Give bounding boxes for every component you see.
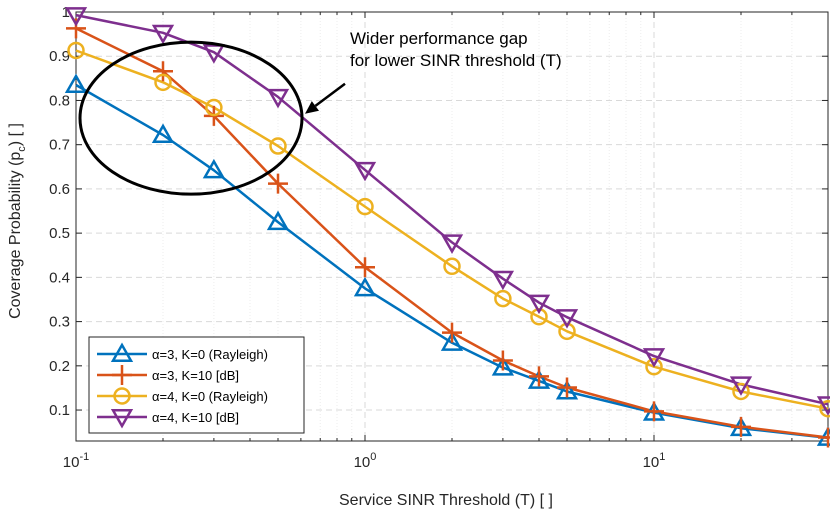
series-1-point <box>731 416 752 437</box>
y-axis-label-main: Coverage Probability (p <box>7 152 24 319</box>
series-0-point <box>353 276 377 297</box>
y-tick-label: 0.8 <box>49 92 70 109</box>
annotation-ellipse <box>78 40 304 196</box>
annotation-arrow <box>314 82 346 107</box>
series-2-point <box>494 289 512 308</box>
series-0-point <box>64 73 88 93</box>
series-0-point <box>491 356 515 376</box>
legend-marker-0 <box>110 342 134 362</box>
series-1-point <box>644 401 665 422</box>
series-3-point <box>816 396 830 416</box>
y-tick-label: 0.1 <box>49 402 70 419</box>
legend-label-3: α=4, K=10 [dB] <box>152 410 239 425</box>
series-0-point <box>151 123 175 143</box>
legend-marker-1 <box>112 365 132 385</box>
series-2-point <box>154 73 172 92</box>
series-3-point <box>151 24 175 45</box>
series-2-point <box>732 382 750 401</box>
y-tick-label: 0.9 <box>49 48 70 65</box>
series-1-point <box>818 427 830 448</box>
series-1-point <box>557 377 578 398</box>
annotation-arrowhead <box>305 101 320 114</box>
series-0-point <box>527 369 551 389</box>
series-1-point <box>492 350 513 371</box>
x-axis-label: Service SINR Threshold (T) [ ] <box>339 492 553 509</box>
series-3-point <box>64 7 88 27</box>
y-tick-label: 0.4 <box>49 269 70 286</box>
y-tick-label: 0.2 <box>49 358 70 375</box>
series-0-point <box>266 210 290 231</box>
y-tick-label: 0.3 <box>49 314 70 331</box>
y-axis-label-end: ) [ ] <box>7 123 24 146</box>
legend-samples <box>97 342 147 429</box>
series-0-point <box>202 158 226 179</box>
legend-marker-2 <box>113 387 131 405</box>
series-2-point <box>819 399 830 418</box>
series-2-point <box>443 257 461 276</box>
series-3-point <box>491 270 515 291</box>
series-line-2 <box>75 49 829 410</box>
series-2-point <box>356 197 374 216</box>
series-3-point <box>202 44 226 64</box>
x-tick-label: 10-1 <box>63 451 89 471</box>
series-lines <box>75 13 829 440</box>
series-2-point <box>269 137 287 155</box>
legend-label-1: α=3, K=10 [dB] <box>152 368 239 383</box>
y-tick-label: 0.5 <box>49 225 70 242</box>
series-3-point <box>440 234 464 254</box>
y-axis-label: Coverage Probability (pc) [ ] <box>7 123 28 319</box>
annotation-line-2: for lower SINR threshold (T) <box>350 51 562 70</box>
series-1-point <box>442 322 462 343</box>
legend-label-2: α=4, K=0 (Rayleigh) <box>152 389 268 404</box>
series-0-point <box>555 379 579 400</box>
y-tick-label: 0.7 <box>49 137 70 154</box>
series-2-point <box>645 357 663 376</box>
annotation-line-1: Wider performance gap <box>350 29 528 48</box>
axis-ticks: 0.1 0.2 0.3 0.4 0.5 0.6 0.7 0.8 0.9 1 10-1 100 101 <box>49 4 829 471</box>
series-3-point <box>729 376 753 396</box>
series-1-point <box>528 366 549 387</box>
series-3-point <box>266 88 290 109</box>
series-1-point <box>268 173 289 194</box>
x-tick-label: 101 <box>643 451 666 471</box>
series-3-point <box>642 348 666 368</box>
y-axis-label-subscript: c <box>16 146 28 152</box>
legend: α=3, K=0 (Rayleigh) α=3, K=10 [dB] α=4, … <box>88 336 305 434</box>
series-3-point <box>527 294 551 315</box>
series-markers <box>64 7 830 448</box>
y-tick-label: 0.6 <box>49 181 70 198</box>
series-3-point <box>353 161 377 182</box>
series-1-point <box>355 257 376 278</box>
series-line-0 <box>75 83 829 440</box>
y-tick-label: 1 <box>62 4 70 21</box>
legend-label-0: α=3, K=0 (Rayleigh) <box>152 347 268 362</box>
series-line-3 <box>75 13 829 406</box>
series-3-point <box>555 309 579 329</box>
series-2-point <box>205 98 223 117</box>
series-0-point <box>440 331 464 351</box>
series-2-point <box>67 41 85 60</box>
x-tick-label: 100 <box>354 451 377 471</box>
legend-marker-3 <box>110 409 134 429</box>
series-1-point <box>152 61 173 82</box>
